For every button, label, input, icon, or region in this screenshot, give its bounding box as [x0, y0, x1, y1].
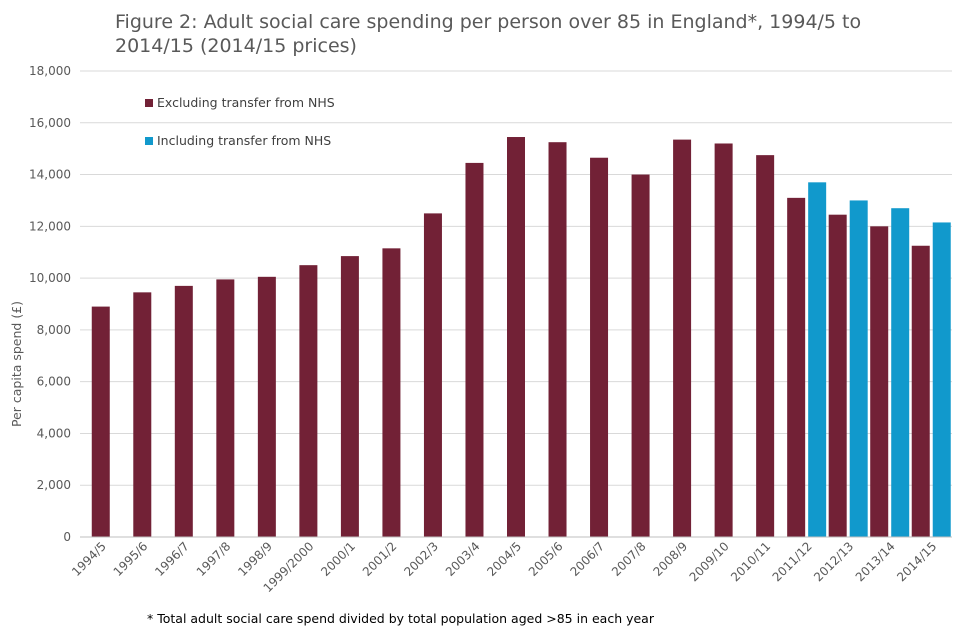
x-tick-label: 2010/11	[728, 539, 773, 584]
bar-excluding-1997-8	[216, 279, 235, 537]
y-tick-label: 0	[63, 530, 71, 544]
bar-excluding-2010-11	[756, 155, 775, 537]
bar-excluding-2000-1	[340, 256, 359, 537]
bar-excluding-2002-3	[423, 213, 442, 537]
bar-excluding-2008-9	[673, 139, 692, 537]
x-tick-label: 1994/5	[69, 539, 109, 579]
bar-excluding-1995-6	[133, 292, 152, 537]
y-tick-label: 12,000	[29, 219, 71, 233]
bar-excluding-2011-12	[787, 197, 806, 537]
x-tick-label: 2013/14	[853, 539, 898, 584]
x-tick-label: 2009/10	[687, 539, 732, 584]
x-tick-label: 2008/9	[650, 539, 690, 579]
bar-excluding-2004-5	[507, 137, 525, 537]
y-tick-label: 18,000	[29, 64, 71, 78]
bar-excluding-2014-15	[911, 245, 930, 537]
bar-excluding-1999-2000	[299, 265, 318, 537]
y-tick-label: 14,000	[29, 168, 71, 182]
x-tick-label: 1996/7	[152, 539, 192, 579]
bar-excluding-2005-6	[548, 142, 567, 537]
y-tick-label: 16,000	[29, 116, 71, 130]
legend-swatch-including	[145, 137, 153, 145]
legend-label-excluding: Excluding transfer from NHS	[157, 95, 335, 110]
x-tick-label: 2004/5	[484, 539, 524, 579]
bar-including-2014-15	[932, 222, 951, 537]
y-tick-label: 4,000	[37, 426, 71, 440]
y-tick-label: 2,000	[37, 478, 71, 492]
x-tick-label: 2002/3	[401, 539, 441, 579]
x-tick-label: 2014/15	[894, 539, 939, 584]
bar-excluding-2012-13	[828, 214, 847, 537]
bar-excluding-2006-7	[590, 157, 609, 537]
x-tick-label: 1995/6	[111, 539, 151, 579]
chart-title: Figure 2: Adult social care spending per…	[115, 11, 862, 57]
x-tick-label: 2011/12	[770, 539, 815, 584]
bar-excluding-2003-4	[465, 162, 484, 537]
legend: Excluding transfer from NHS Including tr…	[145, 95, 335, 148]
bar-excluding-2001-2	[382, 248, 401, 538]
x-tick-label: 2005/6	[526, 539, 566, 579]
x-tick-label: 1997/8	[194, 539, 234, 579]
bar-including-2011-12	[808, 182, 827, 538]
x-tick-label: 2000/1	[318, 539, 358, 579]
legend-swatch-excluding	[145, 99, 153, 107]
y-axis-ticks: 0 2,000 4,000 6,000 8,000 10,000 12,000 14,000 1…	[29, 64, 71, 544]
legend-label-including: Including transfer from NHS	[157, 133, 331, 148]
x-tick-label: 2006/7	[567, 539, 607, 579]
bar-including-2012-13	[849, 200, 868, 537]
bar-including-2013-14	[891, 208, 910, 537]
x-tick-label: 2012/13	[811, 539, 856, 584]
bar-excluding-1998-9	[257, 276, 276, 537]
bar-excluding-2013-14	[870, 226, 889, 538]
bars	[91, 137, 951, 538]
y-axis-title: Per capita spend (£)	[9, 301, 24, 427]
x-tick-label: 2001/2	[360, 539, 400, 579]
y-tick-label: 10,000	[29, 271, 71, 285]
x-tick-label: 2007/8	[609, 539, 649, 579]
y-tick-label: 8,000	[37, 323, 71, 337]
bar-excluding-1996-7	[174, 285, 193, 537]
bar-excluding-1994-5	[91, 306, 110, 537]
bar-excluding-2009-10	[714, 143, 733, 537]
y-tick-label: 6,000	[37, 375, 71, 389]
x-tick-label: 1998/9	[235, 539, 275, 579]
bar-excluding-2007-8	[631, 174, 650, 538]
x-tick-label: 2003/4	[443, 539, 483, 579]
footnote: * Total adult social care spend divided …	[147, 611, 654, 626]
